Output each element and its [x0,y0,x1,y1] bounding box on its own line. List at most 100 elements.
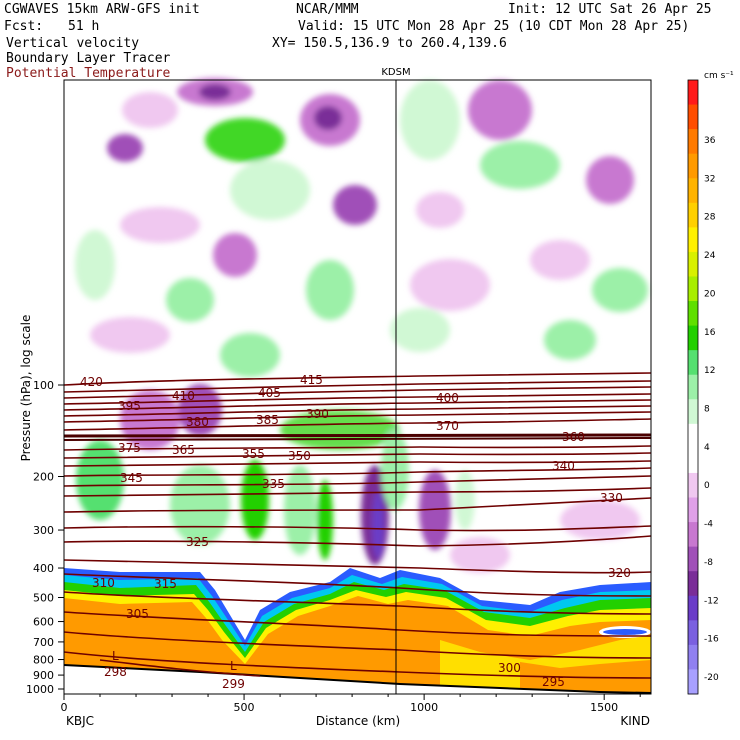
theta-label: 365 [172,443,195,457]
forecast-label: Fcst: [4,19,44,34]
colorbar-segment [688,472,698,499]
colorbar-segment [688,448,698,474]
x-axis-label: Distance (km) [316,714,400,728]
colorbar-segment [688,669,698,695]
colorbar-segment [688,423,698,449]
x-tick-label: 500 [234,701,255,714]
theta-label: 390 [306,407,329,421]
terrain-mask [64,665,651,694]
colorbar-label: 28 [704,213,716,223]
colorbar-segment [688,325,698,351]
pbl-label: L [230,659,237,673]
vertical-velocity-field [75,78,648,573]
colorbar-segment [688,227,698,253]
theta-label: 295 [542,675,565,689]
theta-label: 350 [288,449,311,463]
theta-label: 370 [436,419,459,433]
colorbar-label: -8 [704,558,713,568]
init-time: Init: 12 UTC Sat 26 Apr 25 [508,2,712,17]
theta-label: 410 [172,389,195,403]
colorbar-segment [688,301,698,327]
colorbar-segment [688,644,698,670]
pbl-label: L [112,649,119,663]
theta-label: 395 [118,399,141,413]
xy-range: XY= 150.5,136.9 to 260.4,139.6 [272,36,507,51]
colorbar-label: -20 [704,673,719,683]
colorbar-label: 4 [704,443,710,453]
theta-label: 380 [186,415,209,429]
theta-label: 299 [222,677,245,691]
colorbar-segment [688,202,698,228]
y-tick-label: 900 [33,669,54,682]
colorbar-frame [687,79,699,695]
y-tick-label: 1000 [26,683,54,696]
theta-label: 420 [80,375,103,389]
colorbar-label: 16 [704,328,716,338]
colorbar-label: 0 [704,481,710,491]
colorbar-segment [688,104,698,130]
colorbar-label: 24 [704,251,716,261]
y-axis-label: Pressure (hPa), log scale [19,315,33,462]
theta-label: 298 [104,665,127,679]
y-tick-label: 300 [33,524,54,537]
colorbar-segment [688,153,698,179]
left-station-label: KBJC [66,714,94,728]
colorbar-segment [688,546,698,572]
theta-label: 300 [498,661,521,675]
theta-label: 330 [600,491,623,505]
colorbar-label: -12 [704,596,719,606]
variable-potential-temperature: Potential Temperature [6,66,171,81]
colorbar-label: -4 [704,520,713,530]
theta-label: 320 [608,566,631,580]
mid-station-label: KDSM [381,67,410,78]
y-tick-label: 400 [33,562,54,575]
colorbar-segment [688,80,698,106]
colorbar-label: -16 [704,635,719,645]
valid-time: Valid: 15 UTC Mon 28 Apr 25 (10 CDT Mon … [298,19,690,34]
colorbar-segment [688,497,698,523]
colorbar-label: 12 [704,366,715,376]
theta-label: 315 [154,577,177,591]
colorbar-segment [688,276,698,302]
forecast-hours: 51 h [68,19,100,34]
theta-label: 345 [120,471,143,485]
x-axis: 0 500 1000 1500 [61,694,641,714]
y-tick-label: 700 [33,636,54,649]
colorbar-segment [688,522,698,548]
variable-vertical-velocity: Vertical velocity [6,36,140,51]
colorbar-segment [688,350,698,376]
plot-frame [63,79,652,695]
theta-label: 385 [256,413,279,427]
colorbar-segment [688,251,698,277]
theta-label: 355 [242,447,265,461]
terrain-line [63,664,652,694]
colorbar-segment [688,178,698,204]
right-station-label: KIND [620,714,650,728]
theta-label: 415 [300,373,323,387]
colorbar-segment [688,571,698,597]
theta-label: 375 [118,441,141,455]
theta-label: 340 [552,459,575,473]
colorbar-segment [688,595,698,621]
colorbar-label: 36 [704,136,716,146]
theta-label: 400 [436,391,459,405]
theta-label: 310 [92,576,115,590]
x-tick-label: 1500 [590,701,618,714]
colorbar-segment [688,374,698,400]
theta-label: 305 [126,607,149,621]
colorbar-segment [688,399,698,425]
y-tick-label: 500 [33,591,54,604]
theta-label: 360 [562,430,585,444]
x-tick-label: 0 [61,701,68,714]
colorbar-segment [688,620,698,646]
colorbar-label: 8 [704,405,710,415]
y-tick-label: 800 [33,654,54,667]
theta-label: 325 [186,535,209,549]
theta-contours [63,372,652,679]
boundary-layer-field [64,568,651,694]
organization-label: NCAR/MMM [296,2,359,17]
colorbar: 36 32 28 24 20 16 12 8 4 0 -4 -8 -12 -16 -20 [687,79,719,695]
y-tick-label: 600 [33,616,54,629]
